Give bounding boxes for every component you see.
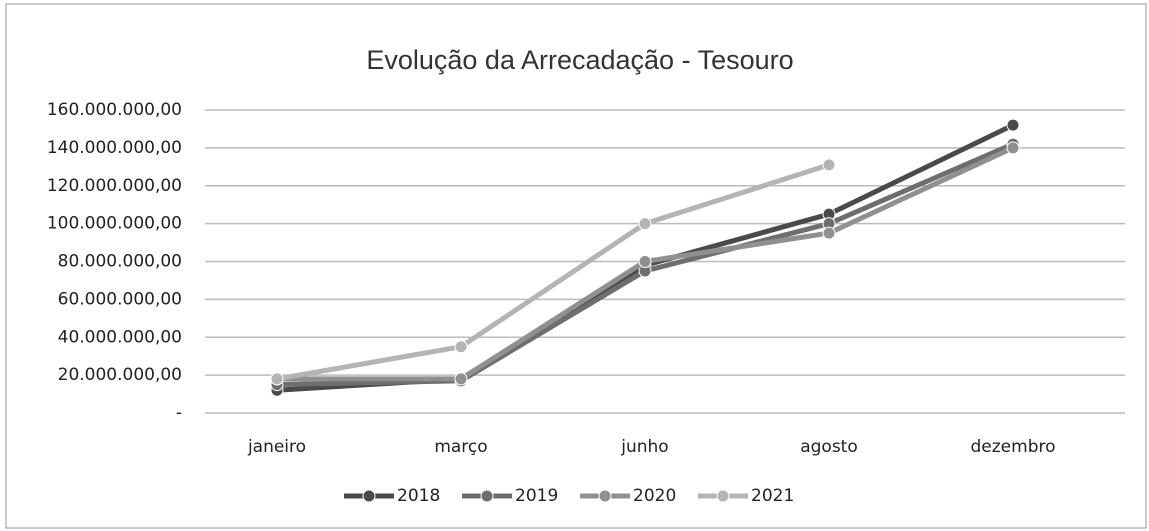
x-tick-label: agosto — [800, 437, 858, 457]
point — [454, 372, 468, 386]
y-tick-label: 40.000.000,00 — [58, 327, 182, 347]
x-tick-label: janeiro — [247, 437, 306, 457]
point — [270, 372, 284, 386]
y-tick-label: 60.000.000,00 — [58, 289, 182, 309]
x-tick-label: março — [434, 437, 487, 457]
legend-marker — [598, 489, 612, 503]
y-tick-label: 140.000.000,00 — [47, 138, 182, 158]
legend-label: 2018 — [397, 486, 440, 506]
y-tick-label: - — [176, 403, 182, 423]
legend-marker — [716, 489, 730, 503]
chart-frame — [5, 3, 1147, 529]
point — [1006, 141, 1020, 155]
x-tick-label: dezembro — [971, 437, 1056, 457]
legend-label: 2020 — [633, 486, 676, 506]
y-tick-label: 20.000.000,00 — [58, 365, 182, 385]
y-tick-label: 120.000.000,00 — [47, 176, 182, 196]
legend-marker — [362, 489, 376, 503]
y-tick-label: 80.000.000,00 — [58, 252, 182, 272]
point — [638, 255, 652, 268]
y-tick-label: 100.000.000,00 — [47, 214, 182, 234]
legend-label: 2019 — [515, 486, 558, 506]
chart-title: Evolução da Arrecadação - Tesouro — [366, 45, 793, 75]
x-tick-label: junho — [620, 437, 668, 457]
point — [822, 158, 836, 172]
point — [822, 226, 836, 240]
point — [454, 340, 468, 354]
point — [638, 217, 652, 231]
series-line — [276, 162, 830, 382]
legend-marker — [480, 489, 494, 503]
point — [1006, 118, 1020, 132]
y-tick-label: 160.000.000,00 — [47, 100, 182, 120]
legend-label: 2021 — [751, 486, 794, 506]
